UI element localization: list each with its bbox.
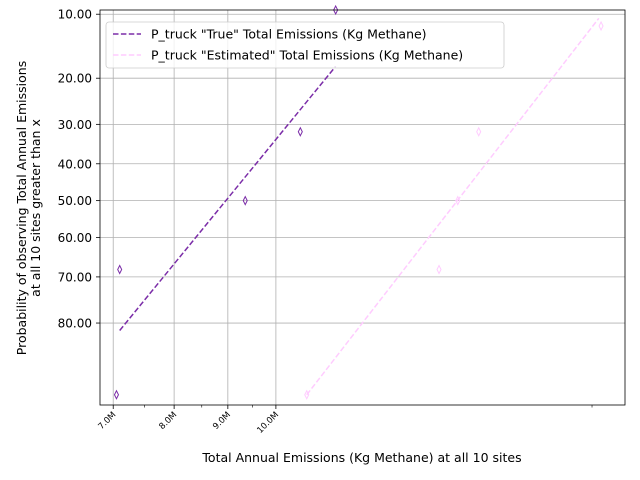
series-1-marker: [117, 264, 123, 275]
legend-label: P_truck "Estimated" Total Emissions (Kg …: [151, 48, 463, 63]
x-tick-label: 8.0M: [157, 410, 179, 432]
series-2-marker: [476, 126, 482, 137]
legend: P_truck "True" Total Emissions (Kg Metha…: [105, 21, 505, 69]
series-1-marker: [333, 4, 339, 16]
series-2-marker: [598, 20, 604, 32]
y-tick-label: 70.00: [58, 270, 92, 284]
y-tick-label: 60.00: [58, 231, 92, 245]
series-1-marker: [297, 126, 303, 137]
y-axis-label-line2: at all 10 sites greater than x: [28, 119, 43, 297]
y-tick-label: 80.00: [58, 317, 92, 331]
x-axis-label: Total Annual Emissions (Kg Methane) at a…: [201, 450, 521, 465]
series-2-marker: [304, 389, 310, 400]
plot-frame: [99, 9, 626, 406]
y-tick-label: 40.00: [58, 157, 92, 171]
x-tick-label: 9.0M: [211, 410, 233, 432]
x-tick-label: 7.0M: [97, 410, 119, 432]
x-tick-label: 10.0M: [255, 410, 281, 436]
series-1-marker: [113, 389, 120, 400]
y-tick-label: 50.00: [58, 194, 92, 208]
x-axis: 7.0M 8.0M 9.0M 10.0M: [97, 405, 593, 436]
fit-lines: [119, 17, 600, 396]
legend-box: [105, 21, 505, 69]
series-1-fit-line: [119, 65, 337, 331]
grid: [100, 10, 625, 405]
series-2-marker: [455, 195, 461, 206]
y-tick-label: 20.00: [58, 72, 92, 86]
y-tick-label: 10.00: [58, 8, 92, 22]
markers: [113, 4, 604, 400]
legend-label: P_truck "True" Total Emissions (Kg Metha…: [151, 27, 427, 42]
y-axis-label-line1: Probability of observing Total Annual Em…: [14, 61, 29, 355]
series-2-fit-line: [306, 17, 600, 396]
y-axis: 10.00 20.00 30.00 40.00 50.00 60.00 70.00 80.00: [58, 8, 100, 331]
series-2-marker: [436, 264, 442, 275]
y-tick-label: 30.00: [58, 118, 92, 132]
series-1-marker: [242, 195, 248, 206]
